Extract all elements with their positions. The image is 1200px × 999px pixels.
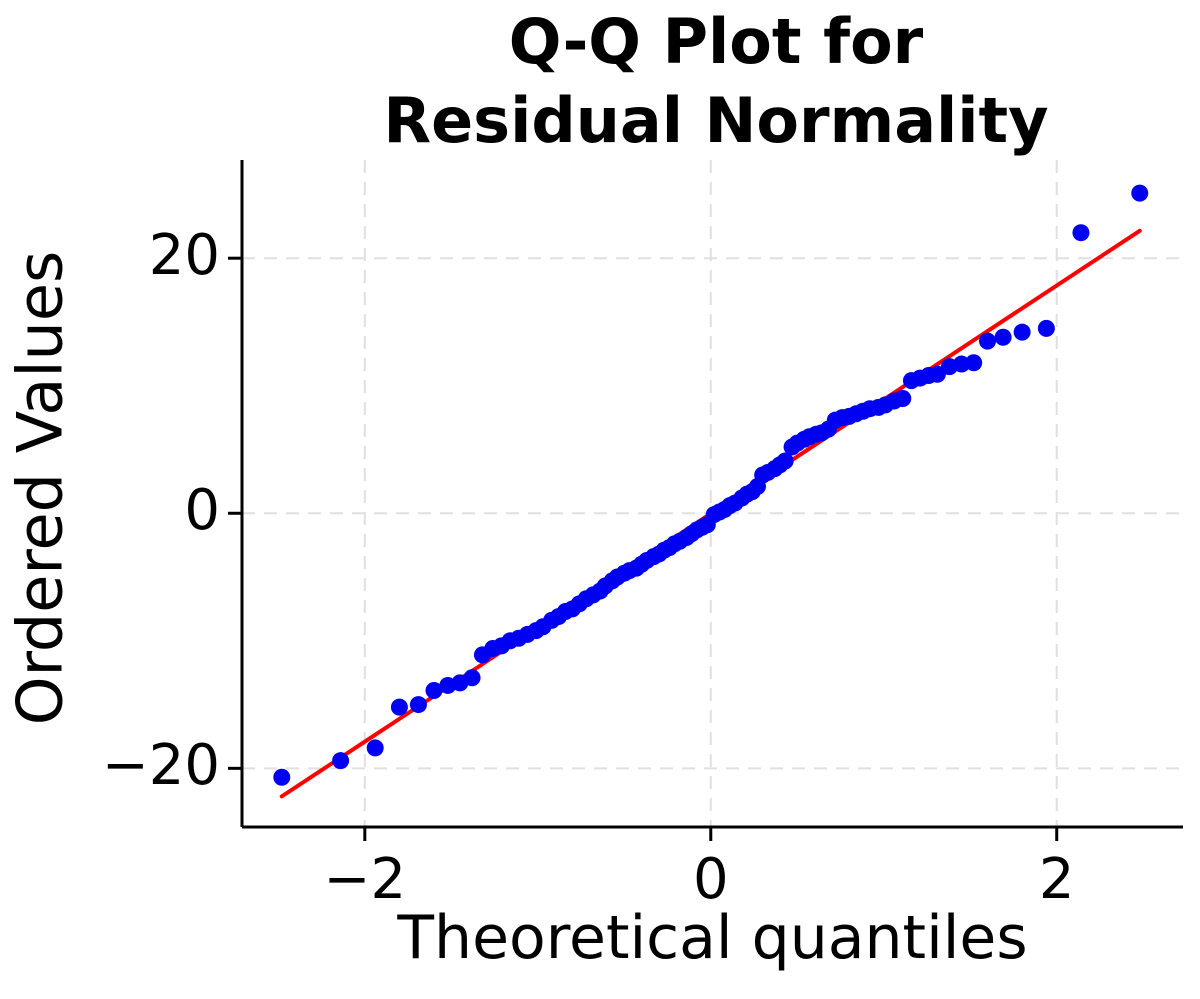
data-point <box>463 669 481 687</box>
chart-title: Q-Q Plot for Residual Normality <box>240 2 1192 160</box>
data-point <box>273 768 291 786</box>
data-point <box>390 698 408 716</box>
data-point <box>928 365 946 383</box>
data-point <box>776 452 794 470</box>
x-axis-label: Theoretical quantiles <box>397 903 1028 973</box>
data-point <box>332 752 350 770</box>
y-tick-label: −20 <box>101 733 220 799</box>
data-point <box>409 696 427 714</box>
x-tick-label: 2 <box>1038 847 1075 912</box>
data-point <box>979 332 997 350</box>
data-point <box>965 354 983 372</box>
chart-title-line2: Residual Normality <box>383 84 1049 157</box>
data-point <box>425 682 443 700</box>
x-tick-label: −2 <box>323 847 407 912</box>
data-point <box>994 328 1012 346</box>
data-point <box>894 389 912 407</box>
data-point <box>1131 184 1149 202</box>
data-point <box>366 739 384 757</box>
data-point <box>1013 323 1031 341</box>
data-point <box>1037 319 1055 337</box>
chart-title-line1: Q-Q Plot for <box>508 5 924 78</box>
x-tick-label: 0 <box>692 847 729 912</box>
y-tick-label: 20 <box>148 223 220 289</box>
data-point <box>1072 224 1090 242</box>
y-tick-label: 0 <box>184 478 220 544</box>
